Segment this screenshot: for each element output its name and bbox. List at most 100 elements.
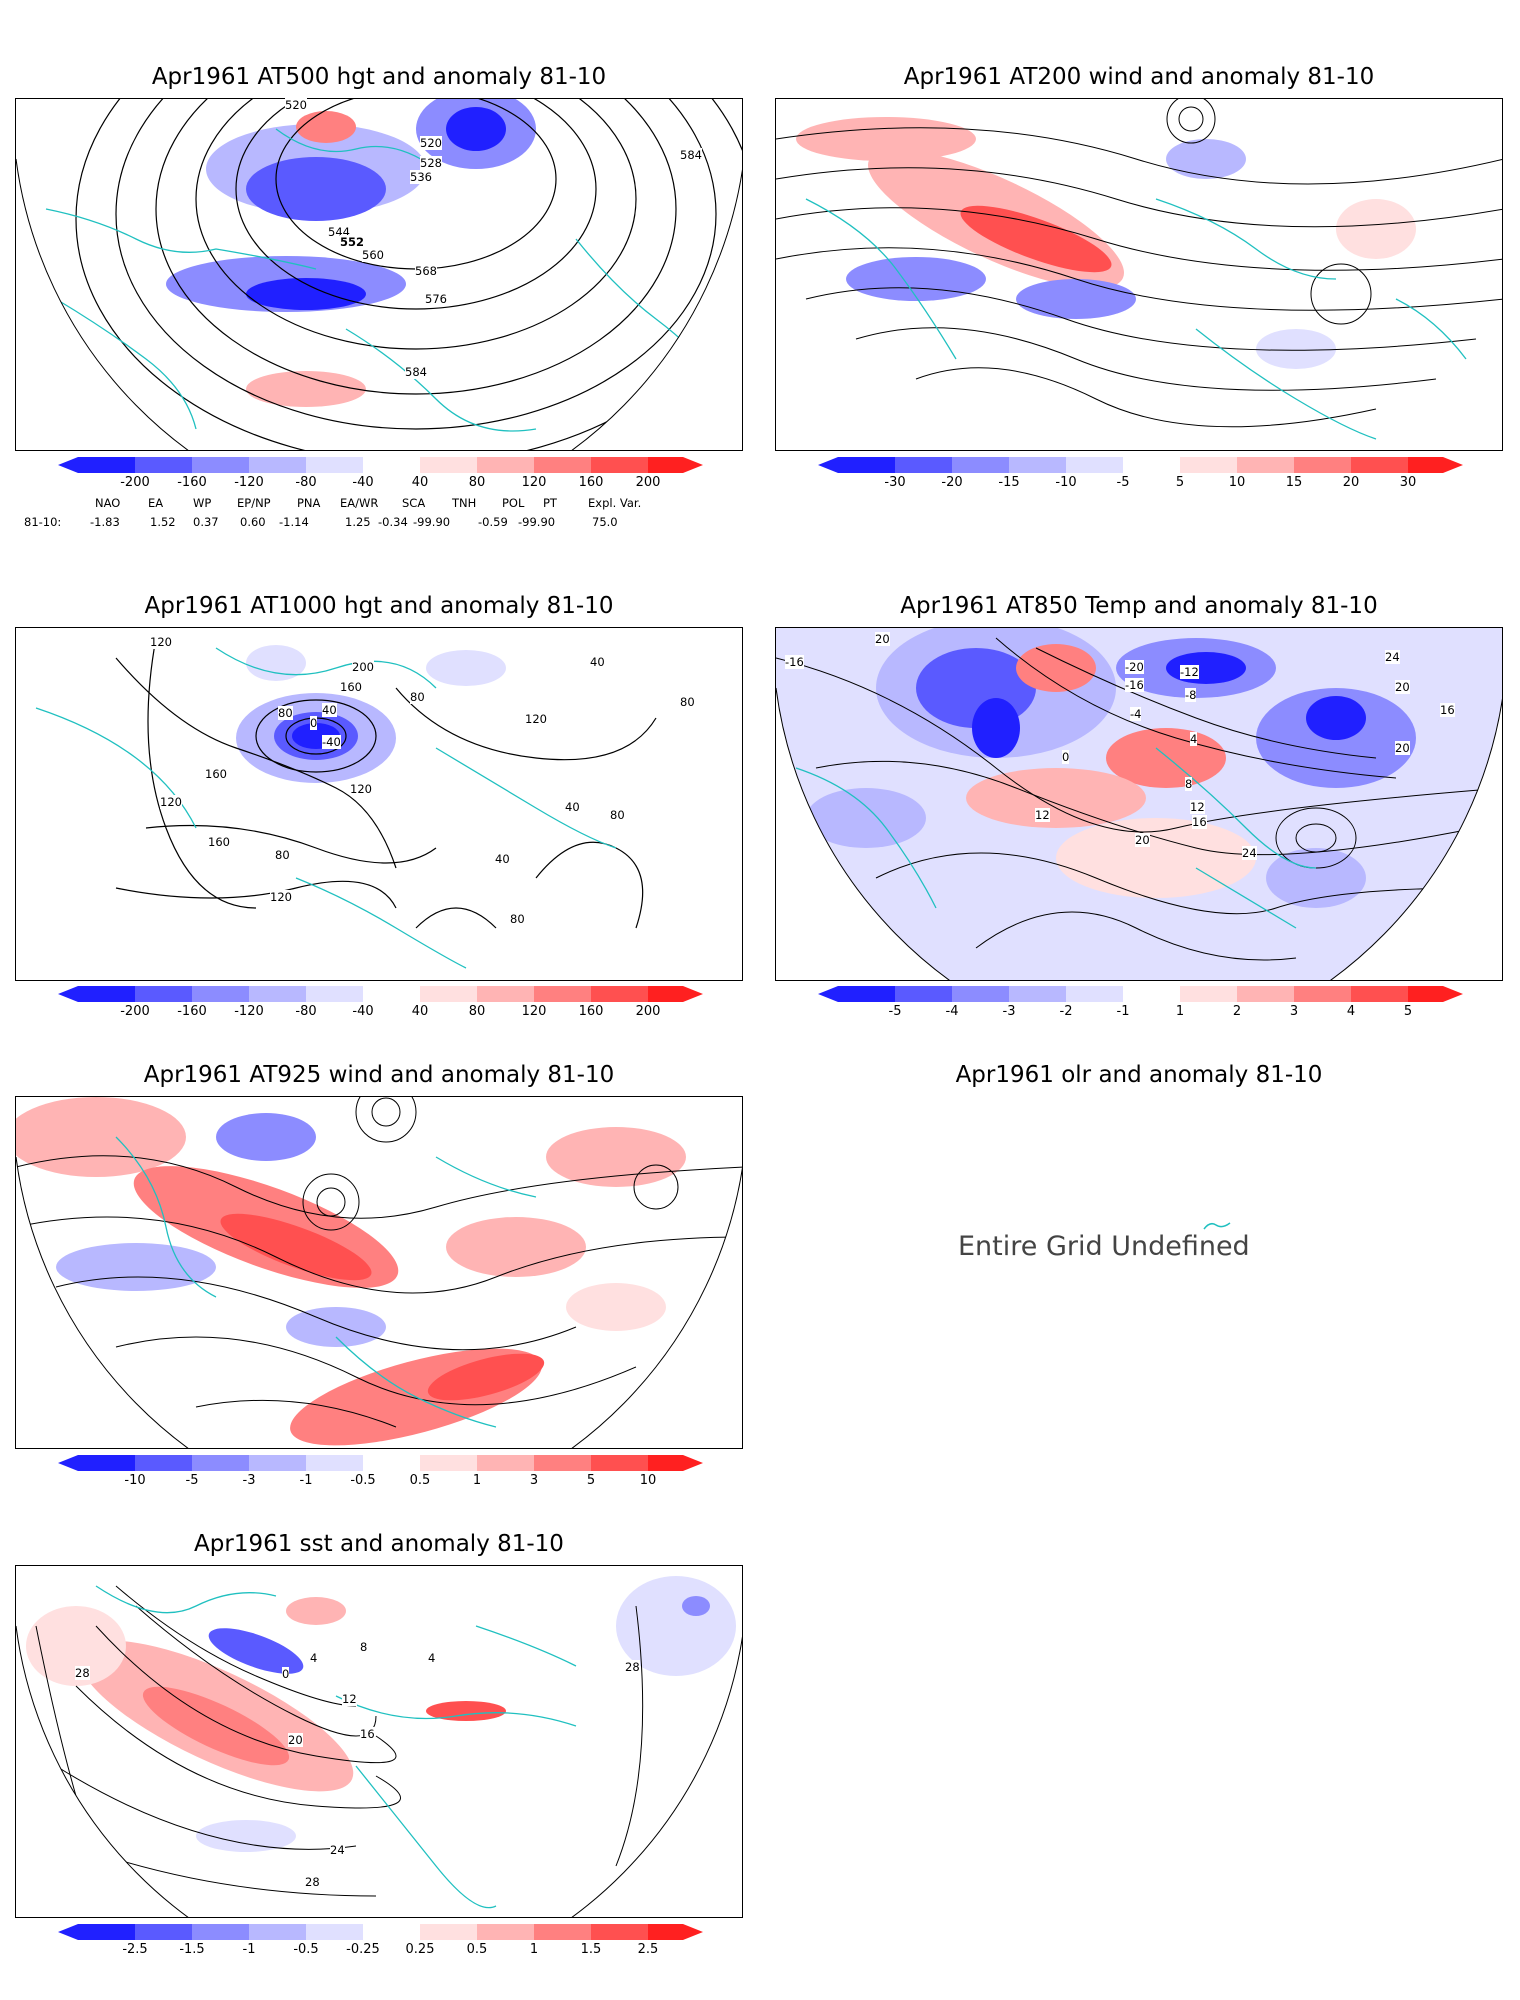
panel-title-sst: Apr1961 sst and anomaly 81-10 bbox=[194, 1531, 564, 1557]
map-at1000 bbox=[15, 627, 743, 981]
index-header: EA/WR bbox=[340, 496, 379, 510]
colorbar-at500-graphic bbox=[58, 457, 703, 473]
contour-label: 120 bbox=[150, 635, 172, 649]
colorbar-at1000-tick: 80 bbox=[468, 1004, 486, 1019]
contour-label: 12 bbox=[342, 1692, 357, 1706]
colorbar-at200-tick: 10 bbox=[1228, 475, 1246, 490]
colorbar-at850-tick: 1 bbox=[1175, 1004, 1185, 1019]
contour-label: 12 bbox=[1190, 800, 1205, 814]
panel-title-olr: Apr1961 olr and anomaly 81-10 bbox=[955, 1062, 1323, 1088]
index-value: 0.60 bbox=[240, 515, 266, 529]
index-header: PT bbox=[543, 496, 557, 510]
contour-label: 40 bbox=[322, 703, 337, 717]
index-value: -99.90 bbox=[518, 515, 556, 529]
colorbar-at850-tick: 4 bbox=[1346, 1004, 1356, 1019]
contour-label: 80 bbox=[275, 848, 290, 862]
map-at200 bbox=[775, 98, 1503, 451]
colorbar-at200-tick: -15 bbox=[998, 475, 1020, 490]
map-at1000-graphic bbox=[35, 637, 657, 969]
colorbar-at850-tick: 3 bbox=[1289, 1004, 1299, 1019]
index-header: POL bbox=[502, 496, 525, 510]
colorbar-at500-tick: 120 bbox=[521, 475, 547, 490]
colorbar-at1000-tick: -200 bbox=[120, 1004, 150, 1019]
colorbar-at200-tick: 30 bbox=[1399, 475, 1417, 490]
contour-label: 528 bbox=[420, 156, 442, 170]
colorbar-at925-tick: -1 bbox=[299, 1473, 313, 1488]
colorbar-sst: -2.5 -1.5 -1 -0.5 -0.25 0.25 0.5 1 1.5 2… bbox=[58, 1924, 703, 1957]
colorbar-at200-tick: -20 bbox=[941, 475, 963, 490]
contour-label: 4 bbox=[1190, 732, 1198, 746]
colorbar-at1000-tick: 40 bbox=[411, 1004, 429, 1019]
contour-label: 584 bbox=[680, 148, 702, 162]
colorbar-at200: -30 -20 -15 -10 -5 5 10 15 20 30 bbox=[818, 457, 1463, 490]
contour-label: 20 bbox=[1395, 741, 1410, 755]
colorbar-at500-tick: -40 bbox=[352, 475, 374, 490]
contour-label: 80 bbox=[410, 690, 425, 704]
contour-label: 20 bbox=[1395, 680, 1410, 694]
contour-label: -16 bbox=[1125, 678, 1144, 692]
contour-label: 24 bbox=[330, 1843, 345, 1857]
contour-label: 0 bbox=[1062, 750, 1070, 764]
colorbar-at850-tick: -3 bbox=[1002, 1004, 1016, 1019]
contour-label: 520 bbox=[285, 98, 307, 112]
contour-label: 16 bbox=[360, 1727, 375, 1741]
colorbar-at850: -5 -4 -3 -2 -1 1 2 3 4 5 bbox=[818, 986, 1463, 1019]
map-sst bbox=[15, 1565, 743, 1918]
contour-label: 24 bbox=[1385, 650, 1400, 664]
colorbar-at500-tick: 80 bbox=[468, 475, 486, 490]
colorbar-sst-tick: 0.5 bbox=[466, 1942, 488, 1957]
contour-label: 28 bbox=[625, 1660, 640, 1674]
colorbar-at925: -10 -5 -3 -1 -0.5 0.5 1 3 5 10 bbox=[58, 1455, 703, 1488]
index-value: 75.0 bbox=[592, 515, 618, 529]
index-header: WP bbox=[193, 496, 212, 510]
colorbar-at1000-tick: 160 bbox=[578, 1004, 604, 1019]
colorbar-at925-tick: -0.5 bbox=[350, 1473, 376, 1488]
contour-label: 536 bbox=[410, 170, 432, 184]
contour-label: 120 bbox=[525, 712, 547, 726]
contour-label: 40 bbox=[495, 852, 510, 866]
colorbar-at925-tick: 0.5 bbox=[409, 1473, 431, 1488]
colorbar-sst-tick: -1 bbox=[242, 1942, 256, 1957]
colorbar-at1000: -200 -160 -120 -80 -40 40 80 120 160 200 bbox=[58, 986, 703, 1019]
index-value: -0.59 bbox=[478, 515, 508, 529]
contour-label: 4 bbox=[428, 1651, 436, 1665]
contour-label: -4 bbox=[1130, 707, 1142, 721]
contour-label: 80 bbox=[680, 695, 695, 709]
contour-label: 520 bbox=[420, 136, 442, 150]
contour-label: 0 bbox=[282, 1667, 290, 1681]
contour-label: 24 bbox=[1242, 846, 1257, 860]
colorbar-at500-tick: 160 bbox=[578, 475, 604, 490]
colorbar-at925-tick: 5 bbox=[586, 1473, 596, 1488]
colorbar-at500-tick: 200 bbox=[635, 475, 661, 490]
index-value: 0.37 bbox=[193, 515, 219, 529]
colorbar-at200-tick: 20 bbox=[1342, 475, 1360, 490]
index-value: -1.14 bbox=[279, 515, 309, 529]
index-header: NAO bbox=[95, 496, 121, 510]
contour-label: 552 bbox=[340, 235, 365, 249]
contour-label: 160 bbox=[205, 767, 227, 781]
contour-label: 80 bbox=[278, 706, 293, 720]
colorbar-at925-graphic bbox=[58, 1455, 703, 1471]
colorbar-at850-tick: -2 bbox=[1059, 1004, 1073, 1019]
contour-label: 120 bbox=[270, 890, 292, 904]
contour-label: 8 bbox=[1185, 777, 1193, 791]
map-at925 bbox=[15, 1096, 743, 1449]
colorbar-at925-tick: 1 bbox=[472, 1473, 482, 1488]
colorbar-at1000-tick: 200 bbox=[635, 1004, 661, 1019]
index-header: EP/NP bbox=[237, 496, 271, 510]
contour-label: 40 bbox=[590, 655, 605, 669]
colorbar-at200-graphic bbox=[818, 457, 1463, 473]
index-header: EA bbox=[148, 496, 164, 510]
colorbar-at1000-tick: -160 bbox=[177, 1004, 207, 1019]
colorbar-at925-tick: -10 bbox=[124, 1473, 146, 1488]
contour-label: -20 bbox=[1125, 660, 1144, 674]
contour-label: 16 bbox=[1192, 815, 1207, 829]
colorbar-at850-tick: 2 bbox=[1232, 1004, 1242, 1019]
contour-label: 40 bbox=[565, 800, 580, 814]
map-at500-graphic bbox=[16, 99, 742, 450]
contour-label: -16 bbox=[785, 655, 804, 669]
index-header: SCA bbox=[402, 496, 426, 510]
contour-label: 568 bbox=[415, 264, 437, 278]
contour-label: 80 bbox=[510, 912, 525, 926]
panel-title-at500: Apr1961 AT500 hgt and anomaly 81-10 bbox=[151, 64, 607, 90]
